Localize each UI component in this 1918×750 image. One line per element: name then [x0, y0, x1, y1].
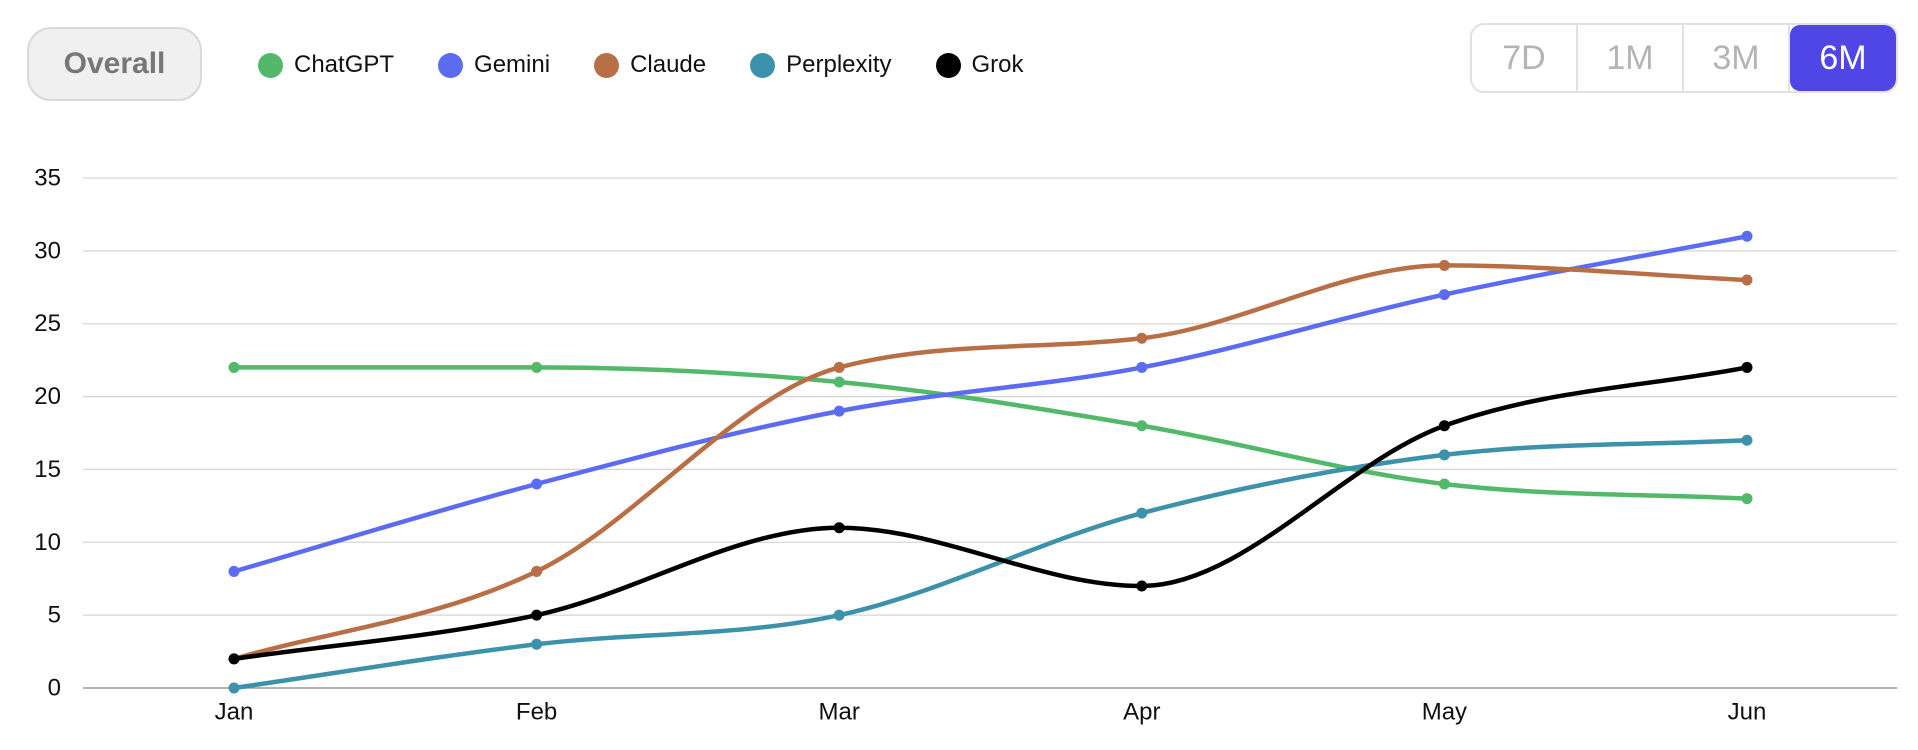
data-point-chatgpt[interactable] — [1741, 493, 1753, 505]
data-point-perplexity[interactable] — [1741, 434, 1753, 446]
legend-swatch-perplexity — [750, 52, 776, 78]
legend-label-claude: Claude — [630, 51, 707, 78]
data-point-perplexity[interactable] — [1136, 507, 1148, 519]
legend-item-gemini[interactable]: Gemini — [438, 51, 550, 79]
data-point-grok[interactable] — [531, 609, 543, 621]
x-tick-label: May — [1422, 699, 1467, 726]
data-point-chatgpt[interactable] — [531, 361, 543, 373]
legend-item-claude[interactable]: Claude — [594, 51, 706, 79]
range-7d-button[interactable]: 7D — [1472, 25, 1578, 91]
legend-swatch-chatgpt — [258, 52, 283, 78]
x-tick-label: Jun — [1728, 699, 1767, 726]
grid-lines — [83, 177, 1897, 689]
series-line-chatgpt — [231, 365, 1750, 501]
y-tick-label: 35 — [34, 165, 61, 192]
legend-item-grok[interactable]: Grok — [935, 51, 1024, 79]
data-point-gemini[interactable] — [1741, 230, 1753, 242]
legend-label-grok: Grok — [971, 51, 1024, 78]
data-point-gemini[interactable] — [833, 405, 845, 417]
data-point-claude[interactable] — [1438, 259, 1450, 271]
data-point-claude[interactable] — [1136, 332, 1148, 344]
series-gemini — [228, 230, 1753, 577]
data-point-perplexity[interactable] — [833, 609, 845, 621]
x-tick-label: Jan — [215, 699, 254, 726]
x-tick-label: Mar — [819, 699, 860, 726]
y-tick-label: 10 — [34, 529, 61, 556]
y-tick-label: 15 — [34, 456, 61, 483]
data-point-gemini[interactable] — [228, 565, 240, 577]
data-point-grok[interactable] — [228, 653, 240, 665]
series-line-perplexity — [231, 438, 1750, 691]
series-claude — [228, 259, 1753, 665]
legend-swatch-gemini — [438, 52, 464, 78]
series-grok — [228, 361, 1753, 665]
data-point-chatgpt[interactable] — [228, 361, 240, 373]
legend-swatch-claude — [594, 52, 620, 78]
y-tick-label: 30 — [34, 237, 61, 264]
data-point-grok[interactable] — [1741, 361, 1753, 373]
range-3m-button[interactable]: 3M — [1684, 25, 1790, 91]
legend-label-perplexity: Perplexity — [786, 51, 892, 78]
legend-item-perplexity[interactable]: Perplexity — [750, 51, 892, 79]
series-line-grok — [231, 365, 1750, 662]
time-range-selector: 7D 1M 3M 6M — [1470, 23, 1898, 93]
x-tick-label: Feb — [516, 699, 557, 726]
data-point-perplexity[interactable] — [531, 638, 543, 650]
data-point-grok[interactable] — [1136, 580, 1148, 592]
y-tick-label: 25 — [34, 310, 61, 337]
x-axis: Jan Feb Mar Apr May Jun — [215, 699, 1767, 726]
legend-label-gemini: Gemini — [474, 51, 551, 78]
data-point-gemini[interactable] — [1438, 289, 1450, 301]
data-point-claude[interactable] — [833, 361, 845, 373]
data-point-claude[interactable] — [1741, 274, 1753, 286]
y-tick-label: 5 — [48, 602, 61, 629]
series-line-gemini — [231, 234, 1750, 574]
x-tick-label: Apr — [1123, 699, 1160, 726]
range-1m-button[interactable]: 1M — [1578, 25, 1684, 91]
data-point-perplexity[interactable] — [1438, 449, 1450, 461]
data-point-grok[interactable] — [833, 522, 845, 534]
legend-label-chatgpt: ChatGPT — [294, 51, 395, 78]
overall-button[interactable]: Overall — [27, 27, 202, 101]
data-point-grok[interactable] — [1438, 420, 1450, 432]
data-point-claude[interactable] — [531, 565, 543, 577]
y-axis: 0 5 10 15 20 25 30 35 — [34, 165, 61, 702]
chart-legend: ChatGPT Gemini Claude Perplexity Grok — [258, 44, 1068, 86]
data-point-perplexity[interactable] — [228, 682, 240, 694]
series-chatgpt — [228, 361, 1753, 505]
range-6m-button[interactable]: 6M — [1790, 25, 1896, 91]
legend-item-chatgpt[interactable]: ChatGPT — [258, 51, 394, 79]
series-line-claude — [231, 263, 1750, 662]
series-perplexity — [228, 434, 1753, 694]
y-tick-label: 20 — [34, 383, 61, 410]
legend-swatch-grok — [935, 52, 961, 78]
data-point-chatgpt[interactable] — [1136, 420, 1148, 432]
data-point-gemini[interactable] — [1136, 361, 1148, 373]
data-point-gemini[interactable] — [531, 478, 543, 490]
data-point-chatgpt[interactable] — [833, 376, 845, 388]
y-tick-label: 0 — [48, 675, 61, 702]
data-point-chatgpt[interactable] — [1438, 478, 1450, 490]
